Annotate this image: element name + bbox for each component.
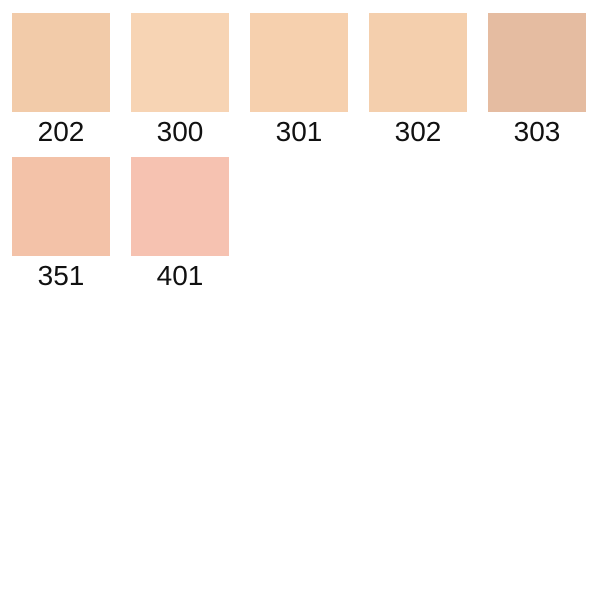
swatch-item: 300 xyxy=(131,13,229,157)
color-swatch xyxy=(12,13,110,112)
swatch-item: 303 xyxy=(488,13,586,157)
swatch-code-label: 303 xyxy=(513,116,561,147)
swatch-code-label: 401 xyxy=(156,260,204,291)
swatch-code-label: 300 xyxy=(156,116,204,147)
swatch-item: 302 xyxy=(369,13,467,157)
color-swatch xyxy=(250,13,348,112)
swatch-row-1: 202 300 301 302 303 xyxy=(0,0,600,157)
color-swatch-palette: 202 300 301 302 303 351 401 xyxy=(0,0,600,301)
color-swatch xyxy=(131,157,229,256)
swatch-row-2: 351 401 xyxy=(0,157,600,301)
swatch-code-label: 301 xyxy=(275,116,323,147)
color-swatch xyxy=(131,13,229,112)
swatch-code-label: 202 xyxy=(37,116,85,147)
swatch-code-label: 302 xyxy=(394,116,442,147)
color-swatch xyxy=(12,157,110,256)
color-swatch xyxy=(369,13,467,112)
swatch-item: 401 xyxy=(131,157,229,301)
color-swatch xyxy=(488,13,586,112)
swatch-item: 202 xyxy=(12,13,110,157)
swatch-code-label: 351 xyxy=(37,260,85,291)
swatch-item: 301 xyxy=(250,13,348,157)
swatch-item: 351 xyxy=(12,157,110,301)
